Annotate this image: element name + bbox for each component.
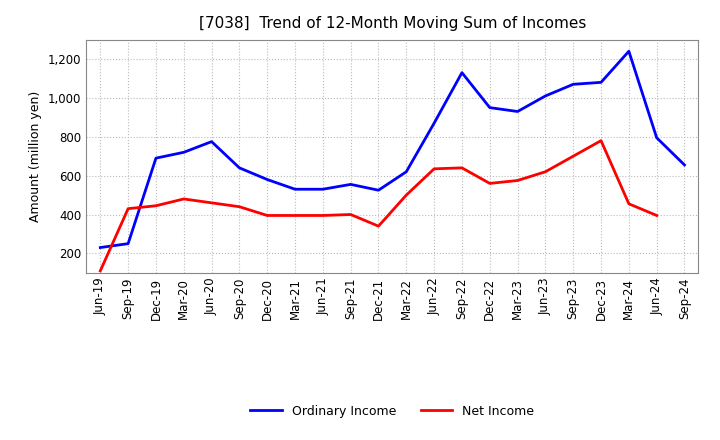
Net Income bbox=[652, 213, 661, 218]
Net Income bbox=[374, 224, 383, 229]
Net Income bbox=[458, 165, 467, 170]
Net Income bbox=[402, 192, 410, 198]
Ordinary Income bbox=[263, 177, 271, 182]
Net Income bbox=[541, 169, 550, 174]
Ordinary Income bbox=[597, 80, 606, 85]
Ordinary Income bbox=[291, 187, 300, 192]
Net Income bbox=[263, 213, 271, 218]
Ordinary Income bbox=[569, 82, 577, 87]
Net Income bbox=[624, 201, 633, 206]
Ordinary Income bbox=[402, 169, 410, 174]
Net Income bbox=[291, 213, 300, 218]
Ordinary Income bbox=[458, 70, 467, 75]
Net Income bbox=[96, 268, 104, 274]
Ordinary Income bbox=[124, 241, 132, 246]
Ordinary Income bbox=[680, 162, 689, 168]
Ordinary Income bbox=[346, 182, 355, 187]
Ordinary Income bbox=[541, 93, 550, 99]
Ordinary Income bbox=[207, 139, 216, 144]
Line: Net Income: Net Income bbox=[100, 141, 657, 271]
Line: Ordinary Income: Ordinary Income bbox=[100, 51, 685, 248]
Ordinary Income bbox=[374, 187, 383, 193]
Ordinary Income bbox=[624, 48, 633, 54]
Legend: Ordinary Income, Net Income: Ordinary Income, Net Income bbox=[246, 400, 539, 423]
Net Income bbox=[346, 212, 355, 217]
Net Income bbox=[597, 138, 606, 143]
Y-axis label: Amount (million yen): Amount (million yen) bbox=[30, 91, 42, 222]
Ordinary Income bbox=[485, 105, 494, 110]
Net Income bbox=[152, 203, 161, 209]
Ordinary Income bbox=[318, 187, 327, 192]
Ordinary Income bbox=[513, 109, 522, 114]
Net Income bbox=[569, 154, 577, 159]
Title: [7038]  Trend of 12-Month Moving Sum of Incomes: [7038] Trend of 12-Month Moving Sum of I… bbox=[199, 16, 586, 32]
Ordinary Income bbox=[430, 121, 438, 126]
Ordinary Income bbox=[179, 150, 188, 155]
Net Income bbox=[430, 166, 438, 172]
Ordinary Income bbox=[96, 245, 104, 250]
Net Income bbox=[485, 181, 494, 186]
Ordinary Income bbox=[152, 155, 161, 161]
Net Income bbox=[318, 213, 327, 218]
Net Income bbox=[124, 206, 132, 211]
Net Income bbox=[179, 196, 188, 202]
Ordinary Income bbox=[235, 165, 243, 170]
Net Income bbox=[235, 204, 243, 209]
Net Income bbox=[207, 200, 216, 205]
Net Income bbox=[513, 178, 522, 183]
Ordinary Income bbox=[652, 135, 661, 140]
